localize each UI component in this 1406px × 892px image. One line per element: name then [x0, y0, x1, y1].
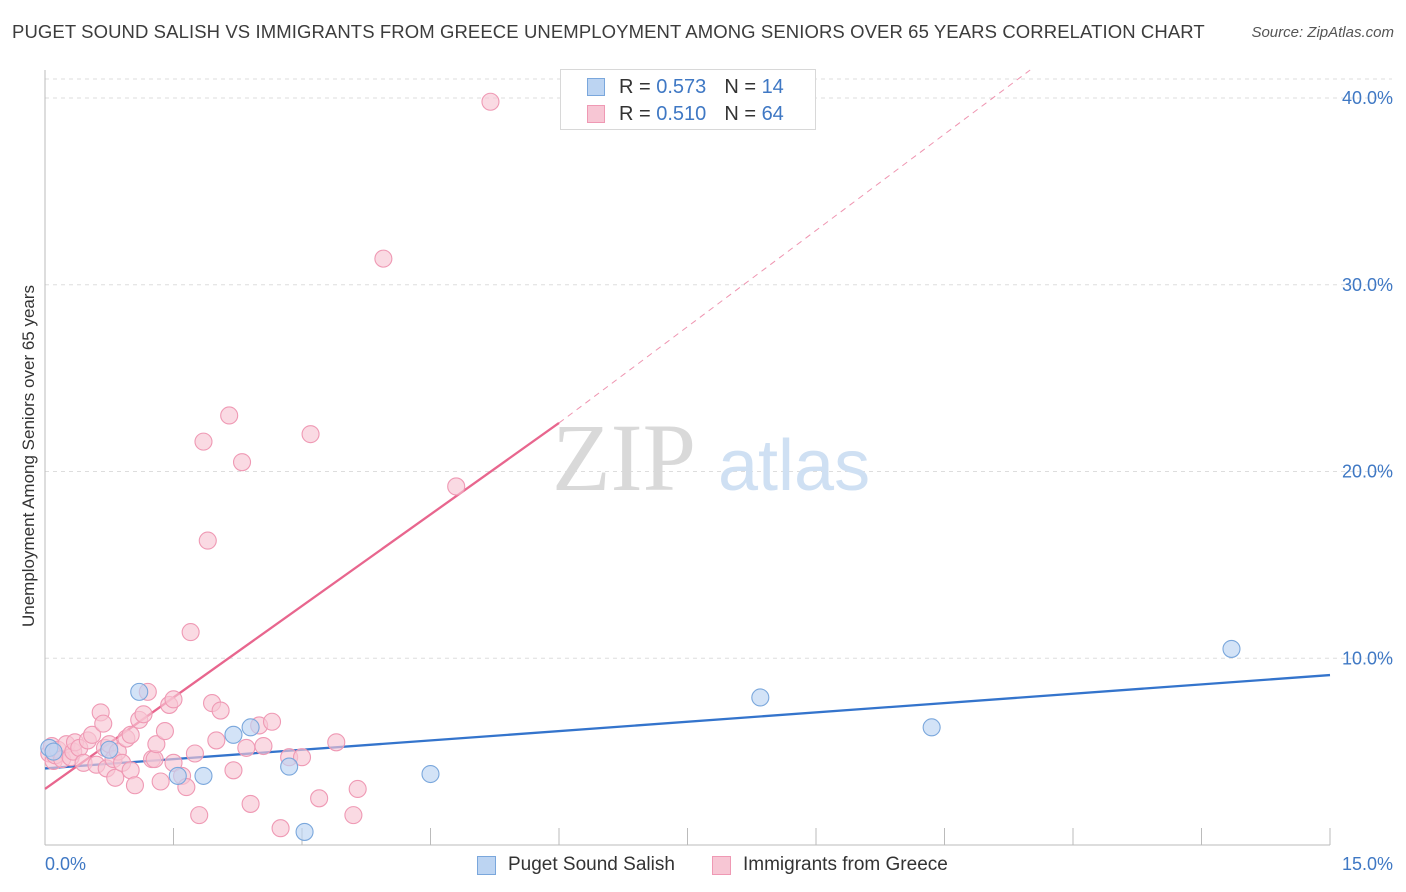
point-greece [121, 761, 140, 780]
bottom-legend-salish: Puget Sound Salish [477, 852, 675, 878]
legend-swatch-salish [587, 78, 605, 96]
point-greece [374, 249, 393, 268]
point-greece [83, 725, 102, 744]
legend-swatch-greece [587, 105, 605, 123]
legend-row-salish: R = 0.573 N = 14 [587, 75, 784, 99]
point-salish [922, 718, 941, 737]
point-salish [280, 757, 299, 776]
point-salish [241, 718, 260, 737]
y-tick-label: 10.0% [1342, 648, 1393, 668]
point-greece [301, 425, 320, 444]
bottom-legend-label-salish: Puget Sound Salish [508, 854, 675, 875]
point-greece [447, 477, 466, 496]
point-greece [190, 806, 209, 825]
point-salish [1222, 639, 1241, 658]
point-salish [194, 766, 213, 785]
legend-r-label: R = [619, 75, 651, 98]
bottom-legend-label-greece: Immigrants from Greece [743, 854, 948, 875]
point-greece [147, 735, 166, 754]
tick-labels: 10.0% 20.0% 30.0% 40.0% 0.0% 15.0% [45, 88, 1393, 874]
point-greece [134, 705, 153, 724]
point-salish [224, 725, 243, 744]
point-greece [232, 453, 252, 472]
point-greece [348, 779, 367, 799]
point-greece [181, 623, 200, 642]
data-points [40, 92, 1241, 841]
source-label: Source: ZipAtlas.com [1251, 24, 1394, 41]
point-salish [295, 822, 314, 841]
point-greece [220, 406, 239, 425]
point-greece [207, 731, 226, 750]
bottom-legend-greece: Immigrants from Greece [712, 852, 948, 878]
legend-n-value: 14 [761, 75, 784, 98]
y-axis-label: Unemployment Among Seniors over 65 years [19, 285, 38, 627]
x-tick-label: 15.0% [1342, 854, 1393, 874]
point-greece [262, 712, 282, 731]
gridlines [45, 78, 1392, 659]
point-greece [164, 690, 183, 709]
point-greece [211, 701, 230, 720]
bottom-legend-swatch-salish [477, 855, 496, 875]
point-greece [155, 722, 174, 741]
point-greece [106, 768, 125, 787]
legend-row-greece: R = 0.510 N = 64 [587, 102, 784, 126]
point-greece [145, 750, 164, 769]
bottom-legend-swatch-greece [712, 855, 731, 875]
point-salish [130, 682, 149, 701]
point-greece [254, 736, 273, 756]
watermark-zip: ZIP [552, 404, 696, 511]
point-greece [121, 725, 140, 744]
point-greece [310, 789, 329, 808]
point-greece [194, 432, 213, 451]
point-greece [481, 92, 500, 111]
legend-r-value: 0.510 [656, 102, 707, 125]
legend-r-value: 0.573 [656, 75, 707, 98]
y-tick-label: 20.0% [1342, 462, 1393, 482]
point-greece [327, 733, 346, 752]
point-greece [94, 714, 113, 733]
watermark-atlas: atlas [718, 426, 870, 506]
point-greece [151, 772, 170, 791]
x-tick-label: 0.0% [45, 854, 86, 874]
legend-n-value: 64 [761, 102, 784, 125]
chart-title: PUGET SOUND SALISH VS IMMIGRANTS FROM GR… [12, 21, 1205, 42]
point-greece [241, 794, 260, 813]
legend-r-label: R = [619, 102, 651, 125]
point-greece [198, 531, 217, 550]
point-greece [344, 806, 363, 825]
point-salish [100, 740, 119, 759]
point-greece [224, 761, 243, 780]
legend-n-label: N = [724, 102, 756, 125]
point-greece [271, 819, 290, 838]
axes [44, 70, 1331, 846]
point-greece [185, 744, 204, 763]
point-greece [292, 748, 312, 767]
legend-n-label: N = [724, 75, 756, 98]
point-salish [168, 766, 187, 785]
point-greece [125, 776, 144, 795]
correlation-legend: R = 0.573 N = 14 R = 0.510 N = 64 [560, 69, 816, 130]
point-salish [421, 764, 440, 784]
point-greece [237, 738, 256, 757]
y-tick-label: 40.0% [1342, 88, 1393, 108]
trend-line-salish [44, 673, 1331, 770]
point-salish [44, 742, 63, 761]
point-salish [751, 688, 770, 707]
y-tick-label: 30.0% [1342, 275, 1393, 295]
